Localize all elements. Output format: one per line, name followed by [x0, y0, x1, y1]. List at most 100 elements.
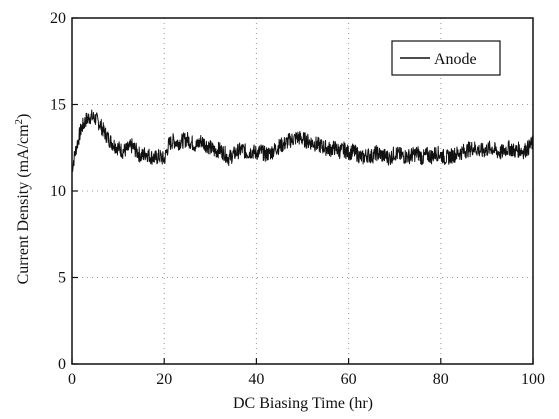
data-point — [353, 151, 354, 152]
data-point — [274, 149, 275, 150]
data-point — [366, 154, 367, 155]
data-point — [449, 156, 450, 157]
data-point — [320, 145, 321, 146]
data-point — [168, 144, 169, 145]
data-point — [463, 151, 464, 152]
y-tick-label: 20 — [50, 10, 66, 27]
data-point — [228, 158, 229, 159]
data-point — [99, 123, 100, 124]
y-axis-label-superscript: 2 — [13, 119, 25, 125]
data-point — [403, 156, 404, 157]
data-point — [85, 119, 86, 120]
data-point — [431, 156, 432, 157]
data-point — [477, 149, 478, 150]
data-point — [104, 132, 105, 133]
x-tick-label: 20 — [156, 371, 172, 388]
data-point — [214, 151, 215, 152]
data-point — [122, 151, 123, 152]
data-point — [251, 151, 252, 152]
x-axis-label: DC Biasing Time (hr) — [233, 395, 373, 412]
data-point — [472, 147, 473, 148]
data-point — [256, 152, 257, 153]
y-tick-label: 15 — [50, 97, 66, 114]
data-point — [339, 151, 340, 152]
y-tick-label: 10 — [50, 183, 66, 200]
x-tick-label: 0 — [68, 371, 76, 388]
data-point — [389, 158, 390, 159]
data-point — [505, 149, 506, 150]
data-point — [219, 149, 220, 150]
y-axis-label: Current Density (mA/cm2) — [13, 114, 32, 285]
data-point — [145, 152, 146, 153]
data-point — [177, 142, 178, 143]
data-point — [191, 142, 192, 143]
data-point — [265, 154, 266, 155]
data-point — [279, 145, 280, 146]
data-point — [187, 139, 188, 140]
data-point — [242, 149, 243, 150]
data-point — [94, 118, 95, 119]
series-line-anode — [71, 109, 534, 172]
data-point — [325, 147, 326, 148]
data-point — [454, 154, 455, 155]
data-point — [426, 154, 427, 155]
data-point — [210, 147, 211, 148]
data-point — [270, 152, 271, 153]
data-point — [237, 151, 238, 152]
data-point — [343, 149, 344, 150]
data-point — [247, 152, 248, 153]
data-point — [496, 151, 497, 152]
data-point — [113, 144, 114, 145]
data-point — [154, 158, 155, 159]
data-point — [408, 156, 409, 157]
data-point — [173, 140, 174, 141]
data-point — [316, 144, 317, 145]
data-point — [422, 158, 423, 159]
data-point — [283, 144, 284, 145]
data-point — [523, 151, 524, 152]
data-point — [500, 152, 501, 153]
data-point — [445, 158, 446, 159]
data-point — [509, 147, 510, 148]
data-point — [514, 151, 515, 152]
data-point — [380, 154, 381, 155]
data-point — [200, 140, 201, 141]
data-point — [486, 149, 487, 150]
y-axis-label-main: Current Density (mA/cm — [15, 124, 32, 285]
legend: Anode — [391, 40, 501, 76]
data-point — [159, 156, 160, 157]
data-point — [196, 145, 197, 146]
data-point — [182, 140, 183, 141]
x-tick-label: 40 — [248, 371, 264, 388]
data-point — [394, 152, 395, 153]
data-point — [307, 140, 308, 141]
data-point — [528, 147, 529, 148]
data-point — [127, 149, 128, 150]
x-tick-label: 80 — [433, 371, 449, 388]
series-layer — [71, 109, 534, 172]
ticks: 0 20 40 60 80 100 0 5 10 15 20 — [50, 10, 545, 388]
data-point — [76, 145, 77, 146]
data-point — [348, 152, 349, 153]
grid — [72, 18, 533, 364]
y-tick-label: 5 — [58, 270, 66, 287]
data-point — [468, 149, 469, 150]
y-axis-label-close: ) — [15, 114, 32, 119]
data-point — [81, 128, 82, 129]
data-point — [385, 156, 386, 157]
data-point — [482, 151, 483, 152]
data-point — [302, 139, 303, 140]
data-point — [293, 139, 294, 140]
x-tick-label: 60 — [341, 371, 357, 388]
data-point — [297, 137, 298, 138]
data-point — [362, 158, 363, 159]
data-point — [118, 147, 119, 148]
data-point — [330, 149, 331, 150]
legend-label-anode: Anode — [434, 51, 477, 68]
data-point — [136, 151, 137, 152]
data-point — [376, 152, 377, 153]
data-point — [491, 147, 492, 148]
data-point — [108, 139, 109, 140]
